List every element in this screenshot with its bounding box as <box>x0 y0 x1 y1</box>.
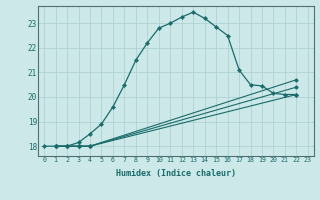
X-axis label: Humidex (Indice chaleur): Humidex (Indice chaleur) <box>116 169 236 178</box>
